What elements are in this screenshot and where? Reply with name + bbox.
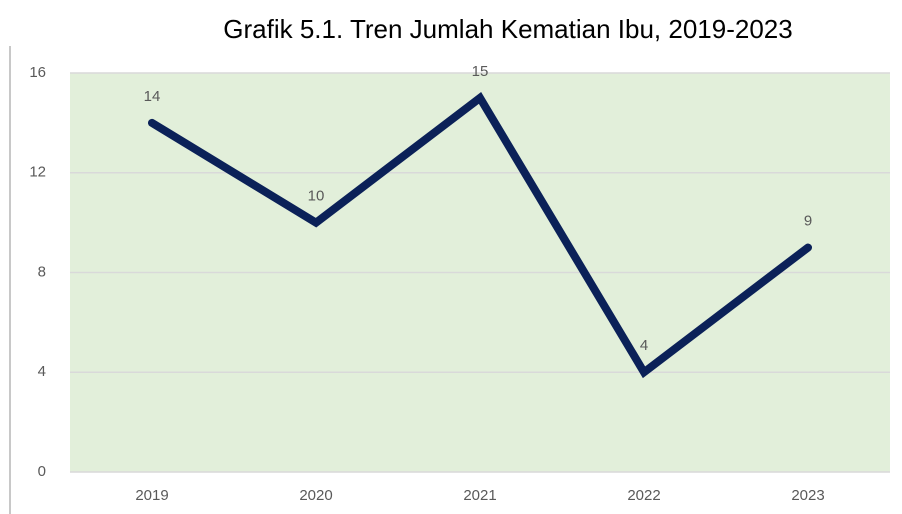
chart-title: Grafik 5.1. Tren Jumlah Kematian Ibu, 20… <box>223 14 792 44</box>
x-tick-label: 2022 <box>627 487 660 504</box>
y-tick-label: 4 <box>38 363 46 380</box>
y-tick-label: 12 <box>29 164 46 181</box>
y-tick-label: 0 <box>38 463 46 480</box>
y-tick-label: 16 <box>29 64 46 81</box>
data-label: 4 <box>640 337 648 354</box>
data-label: 9 <box>804 213 812 230</box>
data-label: 15 <box>472 63 489 80</box>
x-tick-label: 2023 <box>791 487 824 504</box>
line-series <box>148 92 812 379</box>
y-tick-label: 8 <box>38 263 46 280</box>
x-tick-label: 2020 <box>299 487 332 504</box>
data-label: 14 <box>144 88 161 105</box>
x-tick-label: 2019 <box>135 487 168 504</box>
data-label: 10 <box>308 188 325 205</box>
x-tick-label: 2021 <box>463 487 496 504</box>
